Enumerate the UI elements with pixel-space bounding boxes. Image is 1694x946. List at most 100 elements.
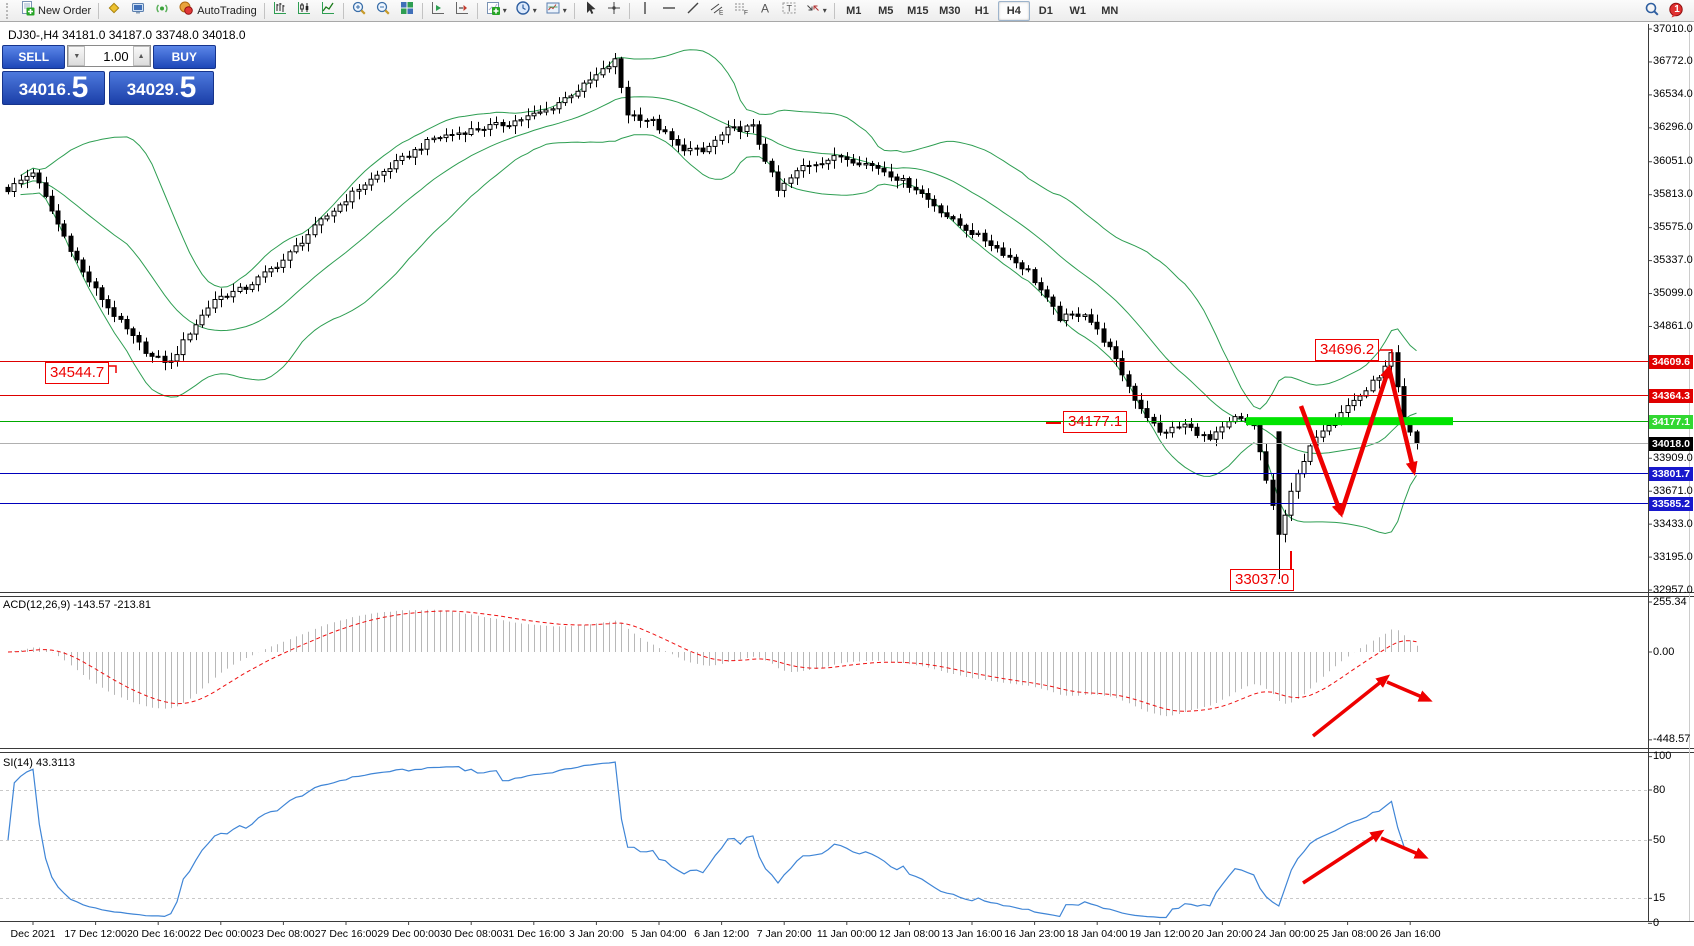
- rsi-axis-tick: 80: [1653, 783, 1666, 796]
- dropdown-arrow-icon[interactable]: ▾: [822, 6, 827, 15]
- svg-text:F: F: [744, 10, 748, 17]
- sell-button[interactable]: SELL: [2, 45, 66, 69]
- notifications-button[interactable]: 1: [1664, 0, 1690, 22]
- text-button[interactable]: A: [753, 0, 777, 22]
- price-axis-tick: 32957.0: [1653, 583, 1693, 596]
- arrows-button[interactable]: ▾: [801, 0, 831, 22]
- crosshair-button[interactable]: [602, 0, 626, 22]
- timeframe-button-m5[interactable]: M5: [878, 4, 894, 17]
- price-badge-34177.1: 34177.1: [1649, 414, 1693, 429]
- time-axis-label: 26 Jan 16:00: [1379, 928, 1441, 940]
- notification-count: 1: [1674, 4, 1680, 15]
- new-order-button-label: New Order: [38, 4, 92, 17]
- macd-indicator-label: ACD(12,26,9) -143.57 -213.81: [3, 599, 151, 611]
- chart-shift-icon: [454, 0, 470, 21]
- templates-icon: [545, 0, 561, 21]
- vertical-line-button[interactable]: [633, 0, 657, 22]
- annotation-arrow: [1338, 364, 1392, 515]
- volume-value[interactable]: 1.00: [103, 48, 129, 64]
- time-axis-label: 12 Jan 08:00: [879, 928, 940, 940]
- terminal-button[interactable]: [126, 0, 150, 22]
- toolbar-separator: [98, 2, 100, 19]
- volume-decrease-button[interactable]: ▼: [68, 46, 86, 66]
- price-axis-tick: 36296.0: [1653, 121, 1693, 134]
- fibonacci-icon: F: [733, 0, 749, 21]
- toolbar-grip: [6, 2, 13, 19]
- toolbar-separator: [476, 2, 478, 19]
- line-chart-icon: [320, 0, 336, 21]
- price-axis-tick: 33195.0: [1653, 550, 1693, 563]
- dropdown-arrow-icon[interactable]: ▾: [532, 6, 537, 15]
- periods-button[interactable]: ▾: [511, 0, 541, 22]
- text-label-button[interactable]: T: [777, 0, 801, 22]
- volume-increase-button[interactable]: ▲: [132, 46, 150, 66]
- toolbar: New Order AutoTrading ▾ ▾ ▾ E F A T ▾ M1 M5 M15 M30 H1…: [0, 0, 1694, 22]
- bar-chart-icon: [272, 0, 288, 21]
- bar-chart-button[interactable]: [268, 0, 292, 22]
- zoom-out-button[interactable]: [371, 0, 395, 22]
- price-axis-tick: 36051.0: [1653, 155, 1693, 168]
- equidistant-channel-button[interactable]: E: [705, 0, 729, 22]
- metaeditor-button[interactable]: [102, 0, 126, 22]
- buy-price-fraction: 5: [179, 71, 197, 104]
- time-axis-label: 18 Jan 04:00: [1066, 928, 1128, 940]
- time-axis-label: 20 Dec 16:00: [126, 928, 190, 940]
- time-axis-label: 5 Jan 04:00: [631, 928, 687, 940]
- auto-scroll-button[interactable]: [426, 0, 450, 22]
- new-order-icon: [19, 0, 35, 21]
- sell-price-main: 34016: [18, 80, 66, 99]
- timeframe-button-m1[interactable]: M1: [846, 4, 862, 17]
- search-icon: [1644, 1, 1660, 22]
- sell-price-panel[interactable]: 34016. 5: [2, 71, 105, 105]
- one-click-trading-panel: SELL ▼ 1.00 ▲ BUY 34016. 5 34029. 5: [2, 45, 216, 105]
- dropdown-arrow-icon[interactable]: ▾: [562, 6, 567, 15]
- price-badge-34364.3: 34364.3: [1649, 388, 1693, 403]
- time-axis-label: 30 Dec 08:00: [439, 928, 503, 940]
- autotrading-button[interactable]: AutoTrading: [174, 0, 261, 22]
- horizontal-line-icon: [661, 0, 677, 21]
- candlestick-chart-button[interactable]: [292, 0, 316, 22]
- timeframe-button-h1[interactable]: H1: [974, 4, 989, 17]
- line-chart-button[interactable]: [316, 0, 340, 22]
- zoom-in-icon: [351, 0, 367, 21]
- search-button[interactable]: [1640, 0, 1664, 22]
- signals-button[interactable]: [150, 0, 174, 22]
- buy-price-panel[interactable]: 34029. 5: [109, 71, 214, 105]
- time-axis-label: 20 Jan 20:00: [1192, 928, 1253, 940]
- timeframe-button-m15[interactable]: M15: [907, 4, 929, 17]
- toolbar-separator: [342, 2, 344, 19]
- vertical-line-icon: [637, 0, 653, 21]
- time-axis-label: 19 Jan 12:00: [1129, 928, 1191, 940]
- new-order-button[interactable]: New Order: [15, 0, 95, 22]
- price-badge-34609.6: 34609.6: [1649, 354, 1693, 369]
- rsi-indicator-label: SI(14) 43.3113: [3, 757, 75, 769]
- annotation-price-label: 33037.0: [1230, 569, 1295, 591]
- channel-icon: E: [709, 0, 725, 21]
- time-axis-label: Dec 2021: [10, 928, 56, 940]
- time-axis-label: 29 Dec 00:00: [377, 928, 440, 940]
- timeframe-button-mn[interactable]: MN: [1101, 4, 1119, 17]
- timeframe-button-m30[interactable]: M30: [939, 4, 961, 17]
- toolbar-separator: [263, 2, 265, 19]
- timeframe-button-w1[interactable]: W1: [1069, 4, 1087, 17]
- cursor-button[interactable]: [578, 0, 602, 22]
- timeframe-button-d1[interactable]: D1: [1038, 4, 1053, 17]
- tile-windows-button[interactable]: [395, 0, 419, 22]
- tile-windows-icon: [399, 0, 415, 21]
- templates-button[interactable]: ▾: [541, 0, 571, 22]
- buy-button[interactable]: BUY: [152, 45, 216, 69]
- fibonacci-button[interactable]: F: [729, 0, 753, 22]
- cursor-icon: [582, 0, 598, 21]
- indicators-button[interactable]: ▾: [481, 0, 511, 22]
- dropdown-arrow-icon[interactable]: ▾: [502, 6, 507, 15]
- annotation-price-label: 34544.7: [45, 362, 110, 384]
- zoom-in-button[interactable]: [347, 0, 371, 22]
- timeframe-button-h4[interactable]: H4: [997, 0, 1030, 21]
- periods-icon: [515, 0, 531, 21]
- chart-shift-button[interactable]: [450, 0, 474, 22]
- price-badge-34018.0: 34018.0: [1649, 436, 1693, 451]
- trendline-button[interactable]: [681, 0, 705, 22]
- horizontal-line-button[interactable]: [657, 0, 681, 22]
- annotation-arrow: [1298, 405, 1344, 518]
